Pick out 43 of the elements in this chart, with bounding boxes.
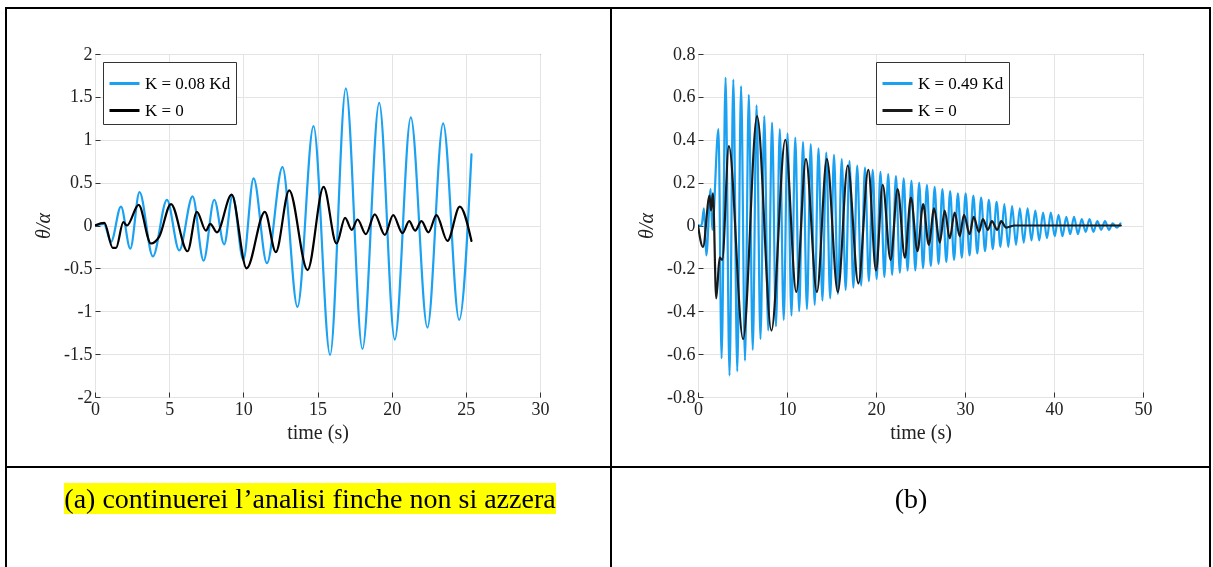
y-axis-title: θ/α: [635, 212, 658, 239]
x-tick-label: 20: [867, 398, 886, 419]
x-tick-label: 30: [531, 398, 550, 419]
line-series: [95, 185, 473, 272]
x-tick-label: 5: [165, 398, 175, 419]
x-tick-label: 15: [309, 398, 327, 419]
y-tick-label: 1: [83, 129, 93, 150]
y-tick-label: 0.5: [70, 172, 93, 193]
y-tick-label: 0.6: [673, 86, 696, 107]
y-tick-label: -0.6: [667, 343, 696, 364]
x-tick-label: 10: [778, 398, 797, 419]
y-tick-label: -1: [77, 300, 93, 321]
y-tick-label: 0.4: [673, 129, 696, 150]
y-tick-label: -0.4: [667, 300, 696, 321]
x-tick-label: 25: [457, 398, 476, 419]
legend-label: K = 0: [145, 100, 184, 120]
line-series: [95, 87, 473, 357]
y-tick-label: -1.5: [64, 343, 93, 364]
x-tick-label: 10: [234, 398, 253, 419]
text: (b): [893, 482, 929, 516]
legend-label: K = 0: [918, 100, 957, 120]
x-tick-label: 50: [1134, 398, 1153, 419]
x-axis-title: time (s): [890, 420, 952, 444]
y-tick-label: -0.8: [667, 386, 696, 407]
y-tick-label: -0.2: [667, 257, 696, 278]
text: (a) continuerei l’analisi finche non si azzera: [64, 483, 556, 514]
x-tick-label: 40: [1045, 398, 1064, 419]
y-tick-label: 1.5: [70, 86, 93, 107]
y-tick-label: 0.8: [673, 43, 696, 64]
line-series: [698, 76, 1122, 377]
y-tick-label: 0: [83, 215, 93, 235]
y-axis-title: θ/α: [32, 212, 55, 239]
y-tick-label: 0.2: [673, 172, 696, 193]
legend-label: K = 0.08 Kd: [145, 73, 231, 93]
legend-label: K = 0.49 Kd: [918, 73, 1004, 93]
y-tick-label: 0: [686, 215, 696, 235]
y-tick-label: -0.5: [64, 257, 93, 278]
x-tick-label: 30: [956, 398, 975, 419]
y-tick-label: 2: [83, 43, 93, 64]
y-tick-label: -2: [77, 386, 93, 407]
x-tick-label: 20: [383, 398, 402, 419]
line-series: [698, 115, 1122, 341]
x-axis-title: time (s): [287, 420, 349, 444]
